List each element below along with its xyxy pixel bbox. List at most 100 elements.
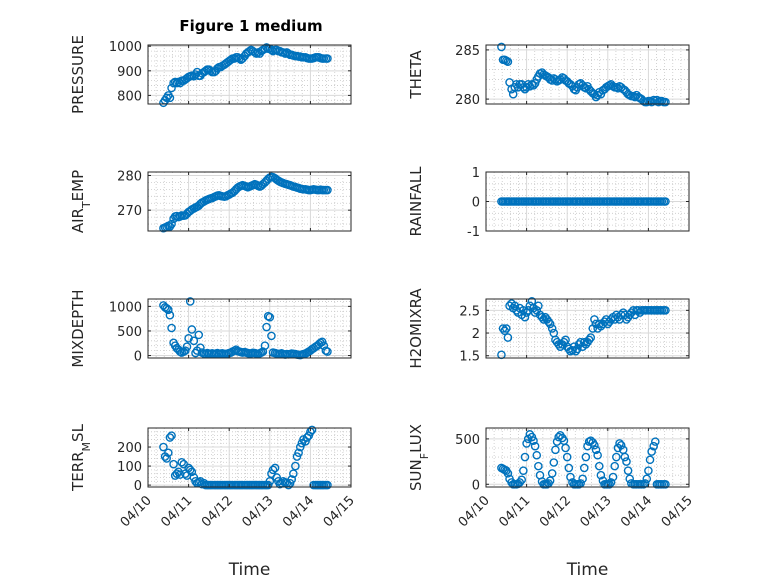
- data-point: [590, 315, 599, 324]
- x-axis-label: Time: [228, 560, 271, 580]
- data-point: [268, 465, 278, 475]
- tick-marks: [485, 171, 690, 232]
- data-point: [162, 304, 171, 313]
- data-point: [649, 441, 658, 451]
- data-point: [608, 472, 618, 482]
- x-tick-label: 04/14: [280, 493, 317, 530]
- y-tick-label: 1.5: [459, 350, 480, 365]
- data-point: [235, 54, 244, 63]
- data-point: [539, 315, 548, 324]
- y-tick-label: 500: [455, 433, 480, 448]
- data-point: [645, 455, 655, 465]
- y-axis-label-tail: LUX: [407, 424, 425, 453]
- data-point: [564, 463, 574, 473]
- data-point: [260, 341, 270, 351]
- subplot-rainfall: -1 0 1 RAINFALL: [407, 166, 690, 240]
- data-point: [594, 319, 604, 329]
- y-axis-label-main: MIXDEPTH: [69, 289, 87, 367]
- data-point: [530, 308, 540, 317]
- data-point: [503, 469, 513, 478]
- y-axis-label-sub: M: [80, 442, 93, 452]
- y-axis-label: TERRMSL: [69, 423, 93, 492]
- data-point: [498, 324, 508, 333]
- data-point: [169, 459, 178, 469]
- data-point: [501, 324, 511, 333]
- data-point: [503, 333, 513, 342]
- y-axis-label-main: RAINFALL: [407, 166, 425, 237]
- data-point: [594, 461, 604, 471]
- data-point: [187, 325, 197, 334]
- data-point: [620, 452, 630, 462]
- y-tick-label: 1: [472, 166, 480, 181]
- data-point: [291, 461, 300, 471]
- axes-box: [147, 171, 352, 232]
- data-point: [289, 469, 298, 478]
- axes-box: [485, 44, 690, 105]
- data-point: [596, 470, 606, 480]
- data-point: [554, 340, 563, 349]
- y-axis-label-sub: T: [80, 201, 93, 209]
- y-tick-label: 800: [117, 89, 142, 104]
- data-point: [612, 452, 621, 462]
- data-point: [530, 441, 540, 451]
- data-point: [522, 308, 531, 317]
- y-axis-label-sub: F: [418, 453, 431, 459]
- minor-grid: [486, 45, 689, 104]
- x-tick-label: 04/15: [659, 493, 696, 530]
- data-point: [319, 341, 329, 351]
- data-point: [661, 197, 670, 206]
- data-point: [547, 324, 557, 333]
- y-tick-label: -1: [467, 225, 480, 240]
- subplot-sun_flux: 0 500 SUNFLUX 04/10 04/11 04/12 04/13 04/14 04/1…: [407, 424, 696, 580]
- data-point: [642, 474, 652, 484]
- y-axis-label: SUNFLUX: [407, 424, 431, 491]
- data-point: [167, 431, 176, 440]
- axes-background: [486, 45, 689, 104]
- data-point: [622, 457, 631, 466]
- data-point: [561, 443, 570, 453]
- tick-marks: [485, 428, 690, 487]
- subplot-pressure: 800 900 1000 PRESSURE: [69, 35, 352, 114]
- data-series: [497, 197, 670, 206]
- data-point: [323, 185, 332, 195]
- data-point: [661, 306, 670, 315]
- subplot-terr_msl: 0 100 200 TERRMSL 04/10 04/11 04/12 04/13 04/14 0…: [69, 423, 358, 580]
- data-point: [573, 344, 582, 354]
- data-point: [615, 439, 624, 448]
- data-point: [537, 312, 547, 322]
- subplot-mixdepth: 0 500 1000 MIXDEPTH: [69, 289, 352, 368]
- x-tick-label: 04/11: [496, 493, 533, 530]
- data-point: [647, 447, 656, 456]
- figure-title: Figure 1 medium: [179, 17, 322, 35]
- data-series: [159, 43, 332, 108]
- tick-marks: [485, 299, 690, 358]
- y-axis-label: AIRTEMP: [69, 170, 93, 233]
- minor-grid: [148, 299, 351, 358]
- data-point: [534, 301, 543, 311]
- data-series: [497, 296, 670, 360]
- data-point: [579, 463, 589, 473]
- x-tick-label: 04/13: [578, 493, 615, 530]
- y-axis-label-main: PRESSURE: [69, 35, 87, 114]
- y-axis-label: H2OMIXRA: [407, 288, 425, 369]
- axes-box: [147, 298, 352, 359]
- data-point: [194, 330, 204, 340]
- axes-box: [147, 427, 352, 488]
- data-point: [169, 78, 178, 88]
- data-point: [165, 433, 175, 442]
- data-point: [323, 347, 332, 356]
- data-point: [165, 93, 175, 103]
- y-axis-label-main: THETA: [407, 50, 425, 100]
- data-point: [661, 479, 670, 489]
- data-point: [549, 458, 559, 467]
- data-point: [307, 425, 317, 435]
- data-point: [651, 437, 660, 446]
- data-point: [623, 466, 633, 475]
- data-point: [616, 440, 626, 450]
- y-tick-label: 1000: [109, 40, 142, 55]
- data-point: [163, 448, 173, 458]
- y-tick-label: 900: [117, 65, 142, 80]
- data-point: [586, 333, 596, 342]
